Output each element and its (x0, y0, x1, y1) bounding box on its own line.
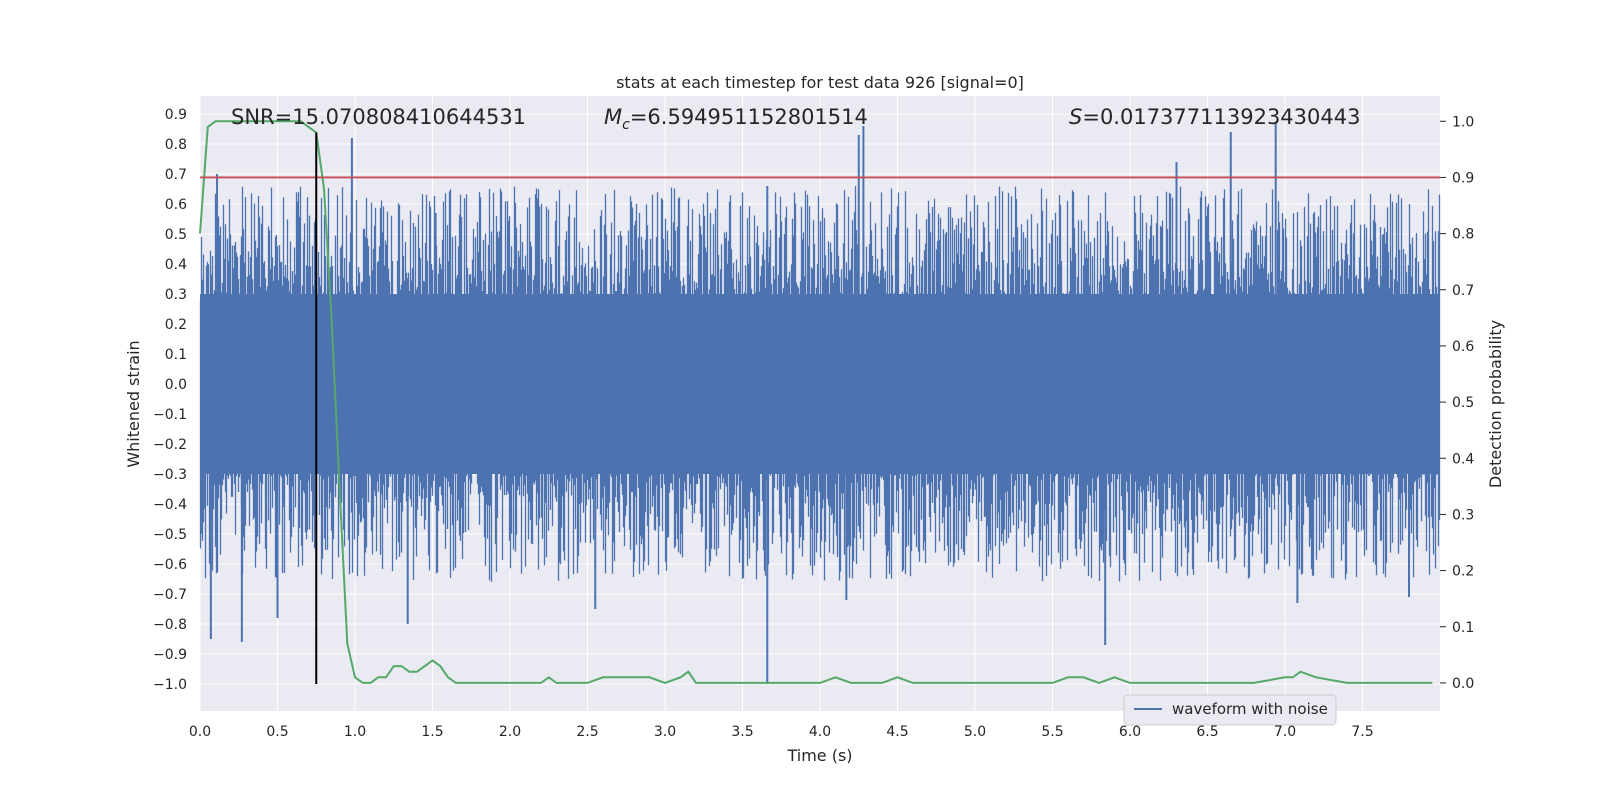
y-tick-label-left: −0.8 (153, 617, 187, 633)
y-tick-label-left: −0.5 (153, 527, 187, 543)
y-tick-label-left: −1.0 (153, 677, 187, 693)
annotation-s-symbol: S (1069, 105, 1082, 129)
x-tick-label: 0.5 (266, 724, 288, 740)
x-tick-label: 5.0 (964, 724, 986, 740)
waveform-dense-band (200, 294, 1440, 474)
y-tick-label-left: −0.9 (153, 647, 187, 663)
waveform-series (199, 123, 1441, 684)
y-tick-label-left: 0.6 (165, 197, 187, 213)
chart-title: stats at each timestep for test data 926… (616, 73, 1024, 92)
y-tick-label-right: 0.4 (1452, 451, 1474, 467)
y-tick-label-right: 0.1 (1452, 620, 1474, 636)
x-tick-label: 3.0 (654, 724, 676, 740)
y-tick-label-right: 1.0 (1452, 114, 1474, 130)
y-tick-label-right: 0.0 (1452, 676, 1474, 692)
legend: waveform with noise (1123, 694, 1337, 726)
x-axis-label: Time (s) (786, 746, 852, 765)
y-tick-label-left: −0.2 (153, 437, 187, 453)
x-tick-label: 6.0 (1119, 724, 1141, 740)
annotation-chirp-mass-symbol: M (604, 105, 622, 129)
x-tick-label: 5.5 (1041, 724, 1063, 740)
y-tick-label-right: 0.7 (1452, 283, 1474, 299)
x-tick-label: 1.5 (421, 724, 443, 740)
y-tick-label-right: 0.9 (1452, 170, 1474, 186)
x-tick-label: 4.0 (809, 724, 831, 740)
y-tick-label-left: 0.2 (165, 317, 187, 333)
annotation-s-value: =0.017377113923430443 (1082, 105, 1360, 129)
annotation-chirp-mass-subscript: c (622, 117, 630, 133)
y-tick-label-left: −0.4 (153, 497, 187, 513)
probability-series (199, 120, 1433, 684)
y-tick-label-left: 0.5 (165, 227, 187, 243)
x-tick-label: 2.5 (576, 724, 598, 740)
reference-lines (200, 132, 1440, 684)
y-tick-label-right: 0.5 (1452, 395, 1474, 411)
y-tick-label-left: 0.1 (165, 347, 187, 363)
y-tick-label-right: 0.6 (1452, 339, 1474, 355)
y-tick-label-left: 0.8 (165, 137, 187, 153)
annotation-s: S=0.017377113923430443 (1069, 105, 1360, 129)
tick-labels: 0.0 0.5 1.0 1.5 2.0 2.5 3.0 3.5 4.0 4.5 5.0 5.5 6.0 6… (153, 107, 1474, 740)
y-tick-label-right: 0.3 (1452, 507, 1474, 523)
y-tick-label-right: 0.8 (1452, 227, 1474, 243)
x-tick-label: 3.5 (731, 724, 753, 740)
y-axis-label-left: Whitened strain (124, 340, 143, 467)
y-tick-label-left: 0.0 (165, 377, 187, 393)
y-tick-label-left: 0.9 (165, 107, 187, 123)
y-axis-label-right: Detection probability (1486, 320, 1505, 488)
annotation-snr: SNR=15.070808410644531 (231, 105, 526, 129)
legend-box (1123, 694, 1337, 726)
y-tick-label-left: −0.1 (153, 407, 187, 423)
x-tick-label: 0.0 (189, 724, 211, 740)
annotation-chirp-mass-value: =6.594951152801514 (630, 105, 868, 129)
y-tick-label-left: −0.7 (153, 587, 187, 603)
legend-label-waveform: waveform with noise (1172, 700, 1328, 718)
y-tick-label-left: 0.3 (165, 287, 187, 303)
y-tick-label-left: 0.4 (165, 257, 187, 273)
x-tick-label: 2.0 (499, 724, 521, 740)
y-tick-label-left: −0.3 (153, 467, 187, 483)
y-tick-label-right: 0.2 (1452, 564, 1474, 580)
x-tick-label: 7.0 (1274, 724, 1296, 740)
x-tick-label: 6.5 (1196, 724, 1218, 740)
x-tick-label: 1.0 (344, 724, 366, 740)
detection-probability-line (199, 120, 1433, 684)
y-tick-label-left: −0.6 (153, 557, 187, 573)
x-tick-label: 4.5 (886, 724, 908, 740)
y-tick-label-left: 0.7 (165, 167, 187, 183)
annotation-chirp-mass: Mc=6.594951152801514 (604, 105, 868, 133)
x-tick-label: 7.5 (1351, 724, 1373, 740)
